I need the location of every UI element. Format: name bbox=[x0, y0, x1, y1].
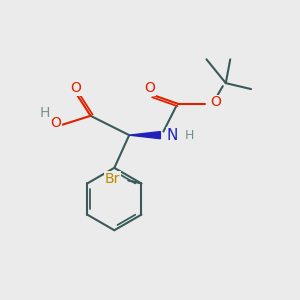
Text: Br: Br bbox=[105, 172, 120, 186]
Text: H: H bbox=[185, 129, 194, 142]
Text: O: O bbox=[50, 116, 61, 130]
Polygon shape bbox=[129, 132, 161, 139]
Text: H: H bbox=[39, 106, 50, 120]
Text: N: N bbox=[167, 128, 178, 142]
Text: O: O bbox=[145, 82, 155, 95]
Text: O: O bbox=[210, 95, 221, 110]
Text: O: O bbox=[70, 82, 81, 95]
